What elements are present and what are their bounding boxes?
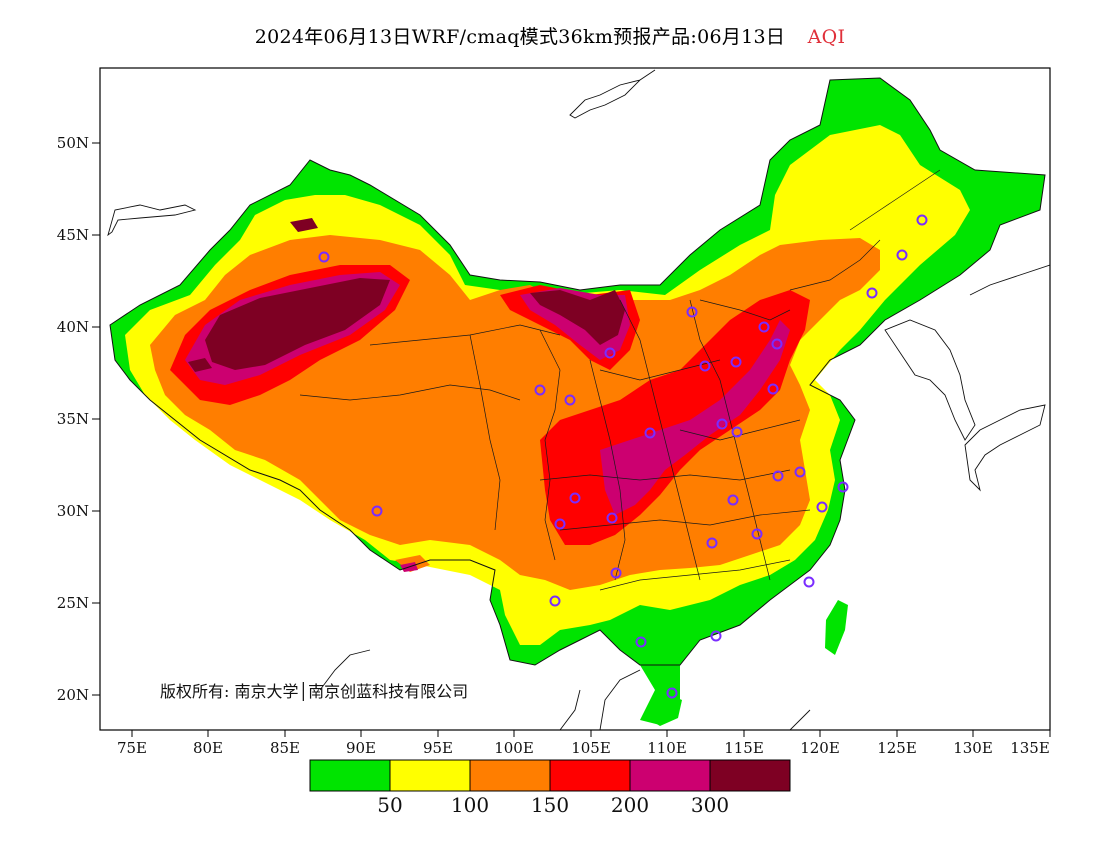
aqi-zone-hazardous-north — [530, 290, 625, 345]
legend-swatch-3 — [550, 760, 630, 791]
station-marker — [730, 356, 742, 368]
station-marker — [318, 251, 330, 263]
station-marker — [644, 427, 656, 439]
station-marker — [604, 347, 616, 359]
station-marker — [699, 360, 711, 372]
lat-label: 35N — [57, 410, 89, 428]
lat-label: 50N — [57, 134, 89, 152]
legend-swatch-1 — [390, 760, 470, 791]
lon-label: 105E — [571, 739, 611, 757]
aqi-zone-very-unhealthy-central — [600, 320, 790, 515]
station-marker — [686, 306, 698, 318]
station-marker — [554, 518, 566, 530]
station-marker — [569, 492, 581, 504]
station-marker — [564, 394, 576, 406]
legend-swatch-2 — [470, 760, 550, 791]
legend-label: 300 — [691, 793, 729, 817]
lon-label: 90E — [346, 739, 376, 757]
station-marker — [866, 287, 878, 299]
lon-axis: 75E 80E 85E 90E 95E 100E 105E 110E 115E … — [117, 730, 1051, 757]
aqi-zone-hazardous-west — [188, 358, 212, 372]
station-marker — [549, 595, 561, 607]
station-marker — [371, 505, 383, 517]
legend-label: 200 — [611, 793, 649, 817]
station-marker — [771, 338, 783, 350]
station-marker — [758, 321, 770, 333]
lon-label: 110E — [647, 739, 687, 757]
legend-swatch-0 — [310, 760, 390, 791]
map-frame — [99, 67, 1051, 731]
station-marker — [534, 384, 546, 396]
lat-label: 25N — [57, 594, 89, 612]
lon-label: 135E — [1010, 739, 1050, 757]
aqi-zone-hazardous — [205, 278, 390, 370]
station-marker — [606, 512, 618, 524]
station-markers — [318, 214, 928, 699]
neighbor-boundaries — [107, 69, 1050, 730]
lat-label: 45N — [57, 226, 89, 244]
station-marker — [727, 494, 739, 506]
lon-label: 75E — [117, 739, 147, 757]
title-variable: AQI — [807, 26, 846, 48]
station-marker — [816, 501, 828, 513]
station-marker — [710, 630, 722, 642]
legend-swatch-4 — [630, 760, 710, 791]
station-marker — [716, 418, 728, 430]
aqi-legend: 50 100 150 200 300 — [309, 759, 791, 817]
station-marker — [767, 383, 779, 395]
lon-label: 85E — [270, 739, 300, 757]
lon-label: 130E — [953, 739, 993, 757]
lat-axis: 50N 45N 40N 35N 30N 25N 20N — [57, 134, 100, 704]
station-marker — [706, 537, 718, 549]
station-marker — [610, 567, 622, 579]
station-marker — [794, 466, 806, 478]
station-marker — [837, 481, 849, 493]
lon-label: 95E — [423, 739, 453, 757]
lon-label: 115E — [724, 739, 764, 757]
station-marker — [666, 687, 678, 699]
lon-label: 100E — [494, 739, 534, 757]
copyright-text: 版权所有: 南京大学│南京创蓝科技有限公司 — [160, 681, 468, 701]
aqi-zone-taiwan — [825, 600, 848, 655]
lat-label: 20N — [57, 686, 89, 704]
title-text: 2024年06月13日WRF/cmaq模式36km预报产品:06月13日 — [254, 26, 786, 48]
lat-label: 40N — [57, 318, 89, 336]
legend-label: 50 — [377, 793, 402, 817]
station-marker — [751, 528, 763, 540]
station-marker — [731, 426, 743, 438]
station-marker — [896, 249, 908, 261]
aqi-zone-hainan — [647, 695, 682, 726]
map-title: 2024年06月13日WRF/cmaq模式36km预报产品:06月13日 AQI — [0, 22, 1100, 49]
lon-label: 120E — [800, 739, 840, 757]
legend-label: 150 — [531, 793, 569, 817]
station-marker — [635, 636, 647, 648]
station-marker — [772, 470, 784, 482]
legend-label: 100 — [451, 793, 489, 817]
station-marker — [803, 576, 815, 588]
lat-label: 30N — [57, 502, 89, 520]
lon-label: 125E — [877, 739, 917, 757]
aqi-zone-hazardous-spot — [290, 218, 318, 232]
map-plot-area: 版权所有: 南京大学│南京创蓝科技有限公司 — [107, 69, 1050, 730]
station-marker — [916, 214, 928, 226]
lon-label: 80E — [193, 739, 223, 757]
legend-swatch-5 — [710, 760, 790, 791]
country-outline — [109, 77, 1046, 666]
